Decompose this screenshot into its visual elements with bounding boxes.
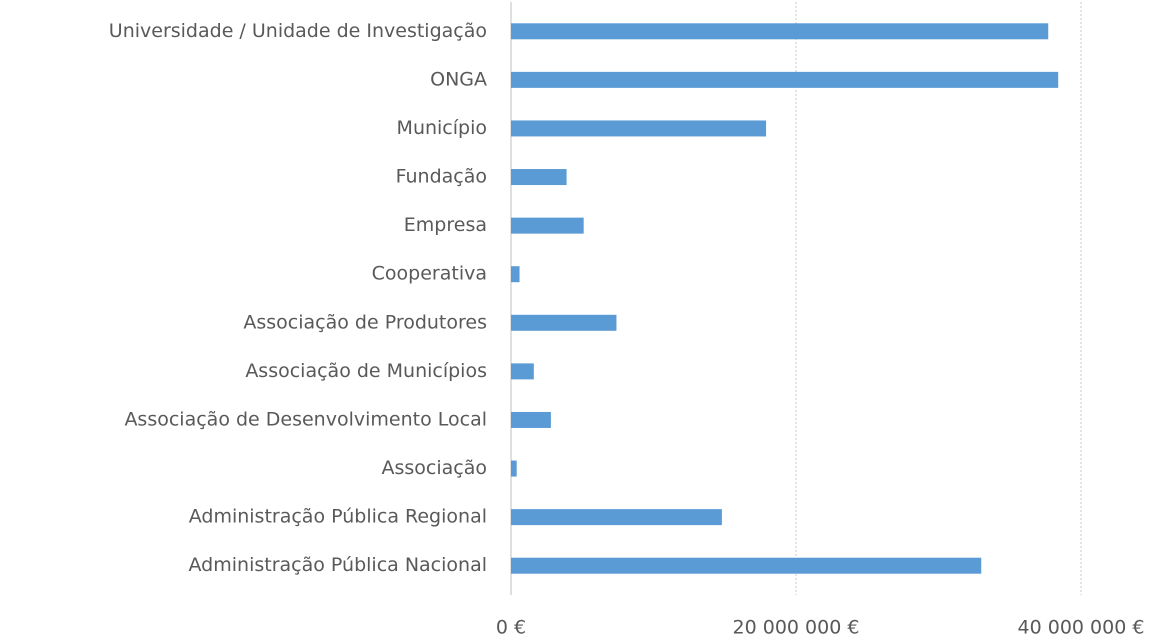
bar [511, 169, 567, 186]
bar [511, 23, 1049, 40]
x-tick-label: 0 € [496, 617, 526, 639]
x-tick-label: 40 000 000 € [1018, 617, 1145, 639]
bar [511, 266, 520, 283]
y-tick-label: Associação de Produtores [243, 311, 487, 333]
y-tick-label: Fundação [396, 166, 487, 188]
bar [511, 460, 517, 477]
y-tick-label: Empresa [404, 214, 487, 236]
x-tick-label: 20 000 000 € [733, 617, 860, 639]
bar [511, 509, 722, 526]
bar [511, 217, 584, 234]
y-tick-label: Associação [381, 457, 487, 479]
bar [511, 363, 534, 380]
bar [511, 314, 617, 331]
y-tick-label: Cooperativa [372, 263, 487, 285]
bar [511, 120, 767, 137]
y-tick-label: Associação de Desenvolvimento Local [124, 408, 487, 430]
bar [511, 411, 551, 428]
y-tick-label: Universidade / Unidade de Investigação [109, 20, 487, 42]
y-tick-label: Administração Pública Regional [189, 506, 487, 528]
y-tick-label: ONGA [430, 68, 487, 90]
y-tick-label: Administração Pública Nacional [189, 554, 487, 576]
bar [511, 71, 1059, 88]
y-tick-label: Associação de Municípios [245, 360, 487, 382]
y-tick-label: Município [397, 117, 487, 139]
bar [511, 557, 982, 574]
